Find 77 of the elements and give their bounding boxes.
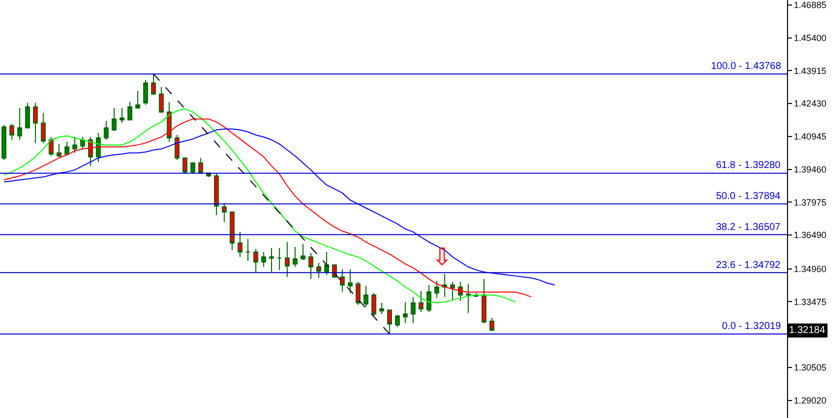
candlestick	[261, 252, 266, 268]
candlestick	[489, 317, 494, 332]
line-series	[152, 73, 390, 334]
candlestick	[466, 283, 471, 314]
annotation: ⇩	[432, 243, 452, 271]
candlestick	[269, 248, 274, 272]
candlestick	[253, 248, 258, 272]
y-tick-label: 1.30505	[794, 362, 826, 373]
y-tick-label: 1.43915	[794, 66, 826, 76]
candlestick	[143, 79, 148, 106]
candlestick	[300, 243, 306, 261]
candlestick	[56, 144, 62, 158]
candlestick	[17, 107, 22, 140]
y-tick-label: 1.37975	[794, 197, 826, 208]
candlestick	[356, 281, 361, 306]
y-tick-label: 1.45400	[794, 32, 826, 43]
candlestick	[158, 86, 164, 114]
candlestick	[371, 292, 376, 316]
candlestick	[276, 248, 282, 270]
candlestick	[72, 136, 78, 154]
candlestick	[245, 238, 250, 262]
candlestick	[64, 141, 70, 156]
candlestick	[182, 157, 188, 174]
y-tick-label: 1.33475	[794, 296, 826, 307]
annotation: 100.0 - 1.43768	[711, 61, 782, 72]
annotation: 38.2 - 1.36507	[716, 222, 781, 233]
candlestick	[2, 124, 6, 160]
candlestick	[379, 302, 384, 314]
candlestick	[324, 252, 330, 276]
candlestick	[402, 302, 408, 324]
y-tick-label: 1.29020	[794, 395, 826, 406]
candlestick	[340, 268, 345, 292]
annotation: 0.0 - 1.32019	[722, 321, 782, 332]
candlestick	[135, 90, 140, 108]
candlestick	[292, 246, 298, 268]
annotation: 50.0 - 1.37894	[716, 191, 781, 202]
candlestick	[308, 252, 314, 280]
candlestick	[127, 102, 132, 120]
candlestick	[442, 273, 448, 298]
candlestick	[25, 102, 30, 128]
y-tick-label: 1.36490	[794, 230, 826, 240]
candlestick	[230, 211, 235, 251]
candlestick	[418, 290, 424, 313]
candlestick	[284, 241, 290, 278]
y-tick-label: 1.40945	[794, 132, 826, 142]
candlestick	[48, 136, 54, 156]
candlestick	[316, 262, 322, 278]
annotation: 23.6 - 1.34792	[716, 260, 781, 271]
candlestick	[190, 162, 196, 174]
candlestick	[112, 107, 117, 132]
candlestick	[120, 107, 124, 124]
candlestick	[364, 285, 368, 308]
candlestick	[426, 284, 432, 313]
candlestick	[348, 268, 353, 294]
y-tick-label: 1.39460	[794, 164, 826, 174]
y-tick-label: 1.42430	[794, 98, 826, 109]
candlestick	[80, 136, 86, 150]
candlestick	[104, 120, 109, 140]
line-series	[3, 128, 556, 286]
candlestick	[32, 102, 38, 144]
candlestick	[174, 134, 180, 160]
candlestick	[40, 112, 46, 144]
candlestick	[96, 132, 101, 162]
annotation: 1.32184	[789, 325, 826, 336]
annotation: 61.8 - 1.39280	[716, 160, 781, 171]
candlestick	[214, 172, 219, 216]
candlestick	[9, 123, 14, 140]
candlestick	[151, 73, 156, 96]
candlestick	[88, 136, 93, 166]
y-tick-label: 1.34960	[794, 264, 826, 274]
candlestick	[410, 296, 416, 324]
candlestick	[387, 310, 392, 334]
candlestick	[222, 202, 227, 222]
candlestick	[395, 314, 400, 328]
candlestick	[238, 231, 242, 258]
y-tick-label: 1.46885	[794, 0, 826, 10]
candlestick	[434, 280, 440, 298]
